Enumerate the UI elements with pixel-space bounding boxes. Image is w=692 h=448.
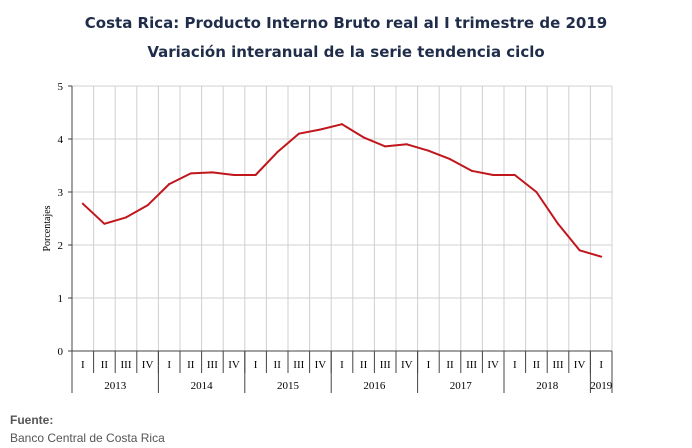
y-tick-label: 3 [58,187,64,199]
data-point [470,169,473,172]
x-tick-label-quarter: I [340,359,344,371]
source-value: Banco Central de Costa Rica [10,431,165,445]
data-point [578,249,581,252]
data-point [125,216,127,219]
data-point [168,183,171,186]
data-point [513,174,516,177]
x-tick-label-quarter: I [513,359,517,371]
x-tick-label-quarter: III [293,359,304,371]
data-point [362,136,365,139]
x-tick-label-year: 2015 [277,380,300,392]
x-tick-label-quarter: II [101,359,109,371]
data-point [146,204,149,207]
x-tick-label-quarter: IV [487,359,499,371]
y-tick-label: 0 [58,346,64,358]
x-tick-label-quarter: III [207,359,218,371]
x-tick-label-quarter: IV [228,359,240,371]
x-tick-label-quarter: IV [574,359,586,371]
x-tick-label-quarter: III [121,359,132,371]
data-point [427,149,430,152]
data-point [557,222,559,225]
x-tick-label-quarter: II [187,359,195,371]
x-tick-label-year: 2017 [450,380,473,392]
x-tick-label-quarter: III [553,359,564,371]
x-tick-label-quarter: III [466,359,477,371]
x-tick-label-quarter: II [274,359,282,371]
x-tick-label-quarter: IV [401,359,413,371]
x-tick-label-quarter: IV [142,359,154,371]
series-line [82,123,602,258]
data-point [211,171,214,174]
x-tick-label-quarter: IV [315,359,327,371]
x-tick-label-year: 2019 [590,380,613,392]
x-tick-label-quarter: III [380,359,391,371]
x-tick-label-year: 2013 [104,380,127,392]
source-label: Fuente: [10,413,54,427]
x-tick-label-quarter: II [533,359,541,371]
y-tick-label: 5 [58,81,64,93]
x-tick-label-year: 2014 [191,380,214,392]
data-point [233,174,235,177]
data-point [276,151,279,154]
data-point [189,172,192,175]
y-axis-label: Porcentajes [42,205,53,251]
y-tick-label: 2 [58,240,64,252]
x-tick-label-quarter: I [599,359,603,371]
x-tick-label-quarter: II [446,359,454,371]
x-tick-label-quarter: I [254,359,258,371]
x-tick-label-quarter: II [360,359,368,371]
data-point [449,158,451,161]
y-tick-label: 1 [58,293,64,305]
x-tick-label-quarter: I [167,359,171,371]
x-tick-label-year: 2018 [536,380,559,392]
data-point [341,123,343,126]
data-point [319,128,322,131]
data-point [600,255,603,258]
data-point [405,143,408,146]
data-point [492,174,495,177]
chart-title: Costa Rica: Producto Interno Bruto real … [84,14,608,32]
data-point [535,191,538,193]
chart-subtitle: Variación interanual de la serie tendenc… [147,43,545,61]
data-point [81,202,84,205]
data-point [384,145,387,148]
x-tick-label-quarter: I [81,359,85,371]
x-tick-label-quarter: I [427,359,431,371]
x-tick-label-year: 2016 [363,380,386,392]
data-point [297,132,300,135]
y-tick-label: 4 [58,134,64,146]
data-point [103,222,106,225]
data-point [254,174,257,177]
